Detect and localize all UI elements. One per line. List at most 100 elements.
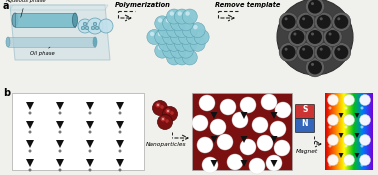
Circle shape (182, 36, 197, 51)
Circle shape (320, 48, 323, 51)
Circle shape (157, 104, 159, 106)
Circle shape (182, 23, 197, 38)
Circle shape (328, 125, 332, 128)
Circle shape (170, 30, 186, 44)
Circle shape (91, 26, 95, 30)
Circle shape (87, 18, 103, 34)
Polygon shape (116, 140, 124, 148)
Circle shape (88, 111, 91, 114)
FancyBboxPatch shape (12, 93, 144, 170)
Polygon shape (339, 113, 344, 118)
Circle shape (170, 25, 174, 29)
Polygon shape (86, 140, 94, 148)
Circle shape (325, 30, 339, 44)
Circle shape (320, 17, 323, 20)
Circle shape (174, 32, 178, 36)
Circle shape (159, 23, 174, 38)
Polygon shape (211, 136, 217, 143)
Circle shape (118, 169, 121, 172)
Circle shape (162, 39, 166, 43)
Circle shape (78, 19, 92, 33)
Circle shape (170, 39, 174, 43)
Circle shape (174, 46, 178, 50)
Ellipse shape (93, 37, 97, 47)
Circle shape (344, 114, 355, 125)
Circle shape (199, 95, 215, 111)
Text: Polymerization: Polymerization (115, 2, 171, 8)
Circle shape (193, 39, 198, 43)
Circle shape (186, 30, 201, 44)
Circle shape (361, 107, 364, 110)
Circle shape (161, 117, 166, 121)
Circle shape (344, 125, 347, 128)
Circle shape (270, 121, 286, 137)
Circle shape (220, 99, 236, 115)
Circle shape (155, 43, 170, 58)
Circle shape (337, 48, 340, 51)
Polygon shape (240, 136, 248, 143)
Circle shape (93, 22, 97, 26)
Circle shape (261, 94, 277, 110)
Circle shape (185, 39, 190, 43)
Polygon shape (240, 160, 248, 167)
Circle shape (162, 25, 166, 29)
Circle shape (88, 169, 91, 172)
Circle shape (155, 103, 161, 107)
Circle shape (163, 16, 178, 31)
Circle shape (317, 45, 331, 59)
Polygon shape (271, 136, 277, 143)
Circle shape (277, 0, 353, 75)
Circle shape (81, 26, 85, 30)
Circle shape (190, 36, 205, 51)
Circle shape (59, 131, 62, 134)
Circle shape (167, 36, 181, 51)
Circle shape (323, 27, 342, 47)
Circle shape (302, 17, 305, 20)
Circle shape (314, 12, 333, 31)
Circle shape (174, 36, 189, 51)
Circle shape (332, 43, 351, 62)
Circle shape (359, 114, 370, 125)
Circle shape (182, 50, 197, 65)
Circle shape (282, 45, 296, 59)
Circle shape (158, 18, 162, 23)
Circle shape (166, 108, 170, 114)
Text: Remove template: Remove template (215, 2, 280, 8)
Polygon shape (10, 5, 108, 10)
Circle shape (118, 131, 121, 134)
Circle shape (361, 125, 364, 128)
Circle shape (197, 137, 213, 153)
Polygon shape (339, 133, 344, 138)
Circle shape (337, 17, 340, 20)
Circle shape (344, 145, 347, 148)
Circle shape (282, 15, 296, 29)
Text: Oil phase: Oil phase (30, 47, 55, 56)
Circle shape (160, 105, 164, 109)
Circle shape (192, 115, 208, 131)
Circle shape (293, 33, 296, 36)
Circle shape (170, 11, 174, 16)
Circle shape (118, 111, 121, 114)
Text: Magnet: Magnet (296, 149, 318, 154)
Polygon shape (86, 121, 94, 129)
Circle shape (83, 22, 87, 26)
Circle shape (88, 149, 91, 152)
Circle shape (163, 30, 178, 44)
Circle shape (332, 12, 351, 31)
Polygon shape (26, 102, 34, 110)
Circle shape (95, 26, 99, 30)
Circle shape (170, 111, 174, 115)
Circle shape (311, 63, 314, 66)
Circle shape (190, 23, 205, 38)
Circle shape (166, 46, 170, 50)
Polygon shape (211, 112, 217, 119)
Text: Nanoparticles: Nanoparticles (146, 142, 186, 147)
Circle shape (178, 43, 194, 58)
Circle shape (279, 12, 298, 31)
Circle shape (88, 131, 91, 134)
Circle shape (308, 60, 322, 74)
Circle shape (327, 94, 339, 106)
Circle shape (189, 32, 194, 36)
Circle shape (28, 149, 31, 152)
Circle shape (249, 158, 265, 174)
